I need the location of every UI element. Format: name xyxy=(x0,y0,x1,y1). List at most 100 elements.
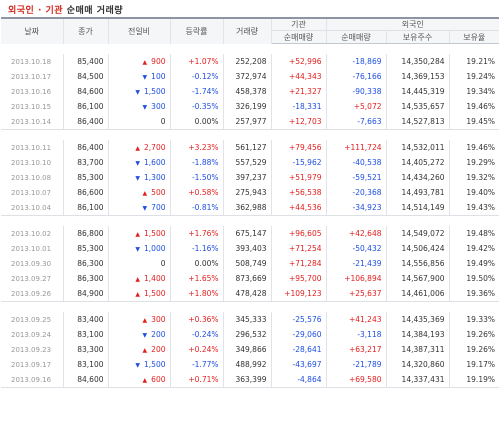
cell-rate: +1.80% xyxy=(170,286,224,302)
cell-rate: +1.07% xyxy=(170,54,224,69)
group-spacer xyxy=(1,216,499,227)
change-value: 1,000 xyxy=(144,244,166,253)
cell-foreign-net: +63,217 xyxy=(326,342,387,357)
cell-foreign-net: +41,243 xyxy=(326,312,387,327)
cell-holdings: 14,527,813 xyxy=(386,114,450,130)
cell-holdings: 14,369,153 xyxy=(386,69,450,84)
cell-change: ▲ 200 xyxy=(108,342,171,357)
cell-rate: -1.77% xyxy=(170,357,224,372)
table-row: 2013.10.07 86,600 ▲ 500 +0.58% 275,943 +56,53… xyxy=(1,185,499,200)
cell-change: ▲ 600 xyxy=(108,372,171,388)
cell-holdings: 14,405,272 xyxy=(386,155,450,170)
cell-holdings: 14,532,011 xyxy=(386,140,450,155)
cell-foreign-net: -34,923 xyxy=(326,200,387,216)
cell-holdings: 14,387,311 xyxy=(386,342,450,357)
cell-change: ▲ 2,700 xyxy=(108,140,171,155)
cell-change: ▲ 300 xyxy=(108,312,171,327)
cell-inst-net: -15,962 xyxy=(271,155,327,170)
table-row: 2013.10.02 86,800 ▲ 1,500 +1.76% 675,147 +96,… xyxy=(1,226,499,241)
cell-ratio: 19.46% xyxy=(466,102,495,111)
arrow-up-icon: ▲ xyxy=(142,190,148,197)
cell-ratio: 19.17% xyxy=(466,360,495,369)
cell-foreign-net: -20,368 xyxy=(326,185,387,200)
table-row: 2013.09.16 84,600 ▲ 600 +0.71% 363,399 -4,864… xyxy=(1,372,499,388)
cell-foreign-net: -21,789 xyxy=(326,357,387,372)
change-value: 1,600 xyxy=(144,158,166,167)
cell-close: 84,600 xyxy=(63,84,109,99)
cell-change: ▼ 200 xyxy=(108,327,171,342)
change-value: 1,300 xyxy=(144,173,166,182)
cell-foreign-net: -7,663 xyxy=(326,114,387,130)
spacer-cell xyxy=(1,44,499,55)
cell-close: 86,300 xyxy=(63,256,109,271)
cell-volume: 557,529 xyxy=(223,155,272,170)
change-value: 300 xyxy=(151,102,166,111)
cell-close: 85,400 xyxy=(63,54,109,69)
cell-date: 2013.10.04 xyxy=(1,200,64,216)
cell-inst-net: +96,605 xyxy=(271,226,327,241)
cell-holdings: 14,549,072 xyxy=(386,226,450,241)
cell-change: ▼ 1,500 xyxy=(108,357,171,372)
cell-inst-net: -18,331 xyxy=(271,99,327,114)
arrow-down-icon: ▼ xyxy=(142,205,148,212)
cell-inst-net: +71,284 xyxy=(271,256,327,271)
cell-date: 2013.10.15 xyxy=(1,99,64,114)
arrow-down-icon: ▼ xyxy=(135,175,140,182)
arrow-down-icon: ▼ xyxy=(142,332,148,339)
cell-change: 0 xyxy=(108,114,171,130)
cell-volume: 363,399 xyxy=(223,372,272,388)
cell-holdings: 14,493,781 xyxy=(386,185,450,200)
cell-volume: 326,199 xyxy=(223,99,272,114)
cell-inst-net: +56,538 xyxy=(271,185,327,200)
change-value: 1,500 xyxy=(144,87,166,96)
cell-change: ▲ 900 xyxy=(108,54,171,69)
cell-foreign-net: -3,118 xyxy=(326,327,387,342)
cell-inst-net: -43,697 xyxy=(271,357,327,372)
cell-foreign-net: +42,648 xyxy=(326,226,387,241)
col-header-foreign-net: 순매매량 xyxy=(326,30,387,44)
cell-rate: -0.35% xyxy=(170,99,224,114)
cell-date: 2013.10.11 xyxy=(1,140,64,155)
cell-inst-net: +109,123 xyxy=(271,286,327,302)
title-suffix: 순매매 거래량 xyxy=(63,6,124,16)
cell-volume: 675,147 xyxy=(223,226,272,241)
cell-date: 2013.10.10 xyxy=(1,155,64,170)
cell-inst-net: +44,343 xyxy=(271,69,327,84)
cell-close: 83,100 xyxy=(63,327,109,342)
cell-ratio: 19.50% xyxy=(466,274,495,283)
col-header-volume: 거래량 xyxy=(223,17,272,44)
cell-ratio: 19.36% xyxy=(449,286,499,302)
cell-holdings: 14,535,657 xyxy=(386,99,450,114)
change-value: 200 xyxy=(151,345,166,354)
change-value: 700 xyxy=(151,203,166,212)
cell-volume: 252,208 xyxy=(223,54,272,69)
cell-close: 86,300 xyxy=(63,271,109,286)
cell-inst-net: +44,536 xyxy=(271,200,327,216)
cell-holdings: 14,434,260 xyxy=(386,170,450,185)
table-row: 2013.09.27 86,300 ▲ 1,400 +1.65% 873,669 +95,… xyxy=(1,271,499,286)
arrow-up-icon: ▲ xyxy=(142,347,148,354)
col-header-change: 전일비 xyxy=(108,17,171,44)
cell-foreign-net: -50,432 xyxy=(326,241,387,256)
cell-change: ▲ 1,500 xyxy=(108,286,171,302)
cell-rate: +0.36% xyxy=(170,312,224,327)
table-row: 2013.10.16 84,600 ▼ 1,500 -1.74% 458,378 +21,… xyxy=(1,84,499,99)
table-row: 2013.10.14 86,400 0 0.00% 257,977 +12,703 -7,… xyxy=(1,114,499,130)
cell-volume: 362,988 xyxy=(223,200,272,216)
cell-date: 2013.09.17 xyxy=(1,357,64,372)
cell-volume: 345,333 xyxy=(223,312,272,327)
cell-date: 2013.10.18 xyxy=(1,54,64,69)
cell-ratio: 19.40% xyxy=(466,188,495,197)
cell-holdings: 14,461,006 xyxy=(386,286,450,302)
cell-volume: 349,866 xyxy=(223,342,272,357)
cell-inst-net: -29,060 xyxy=(271,327,327,342)
cell-inst-net: +71,254 xyxy=(271,241,327,256)
cell-close: 83,700 xyxy=(63,155,109,170)
cell-date: 2013.10.08 xyxy=(1,170,64,185)
cell-holdings: 14,435,369 xyxy=(386,312,450,327)
cell-date: 2013.09.30 xyxy=(1,256,64,271)
table-row: 2013.09.26 84,900 ▲ 1,500 +1.80% 478,428 +109… xyxy=(1,286,499,302)
cell-close: 85,300 xyxy=(63,170,109,185)
cell-holdings: 14,350,284 xyxy=(386,54,450,69)
